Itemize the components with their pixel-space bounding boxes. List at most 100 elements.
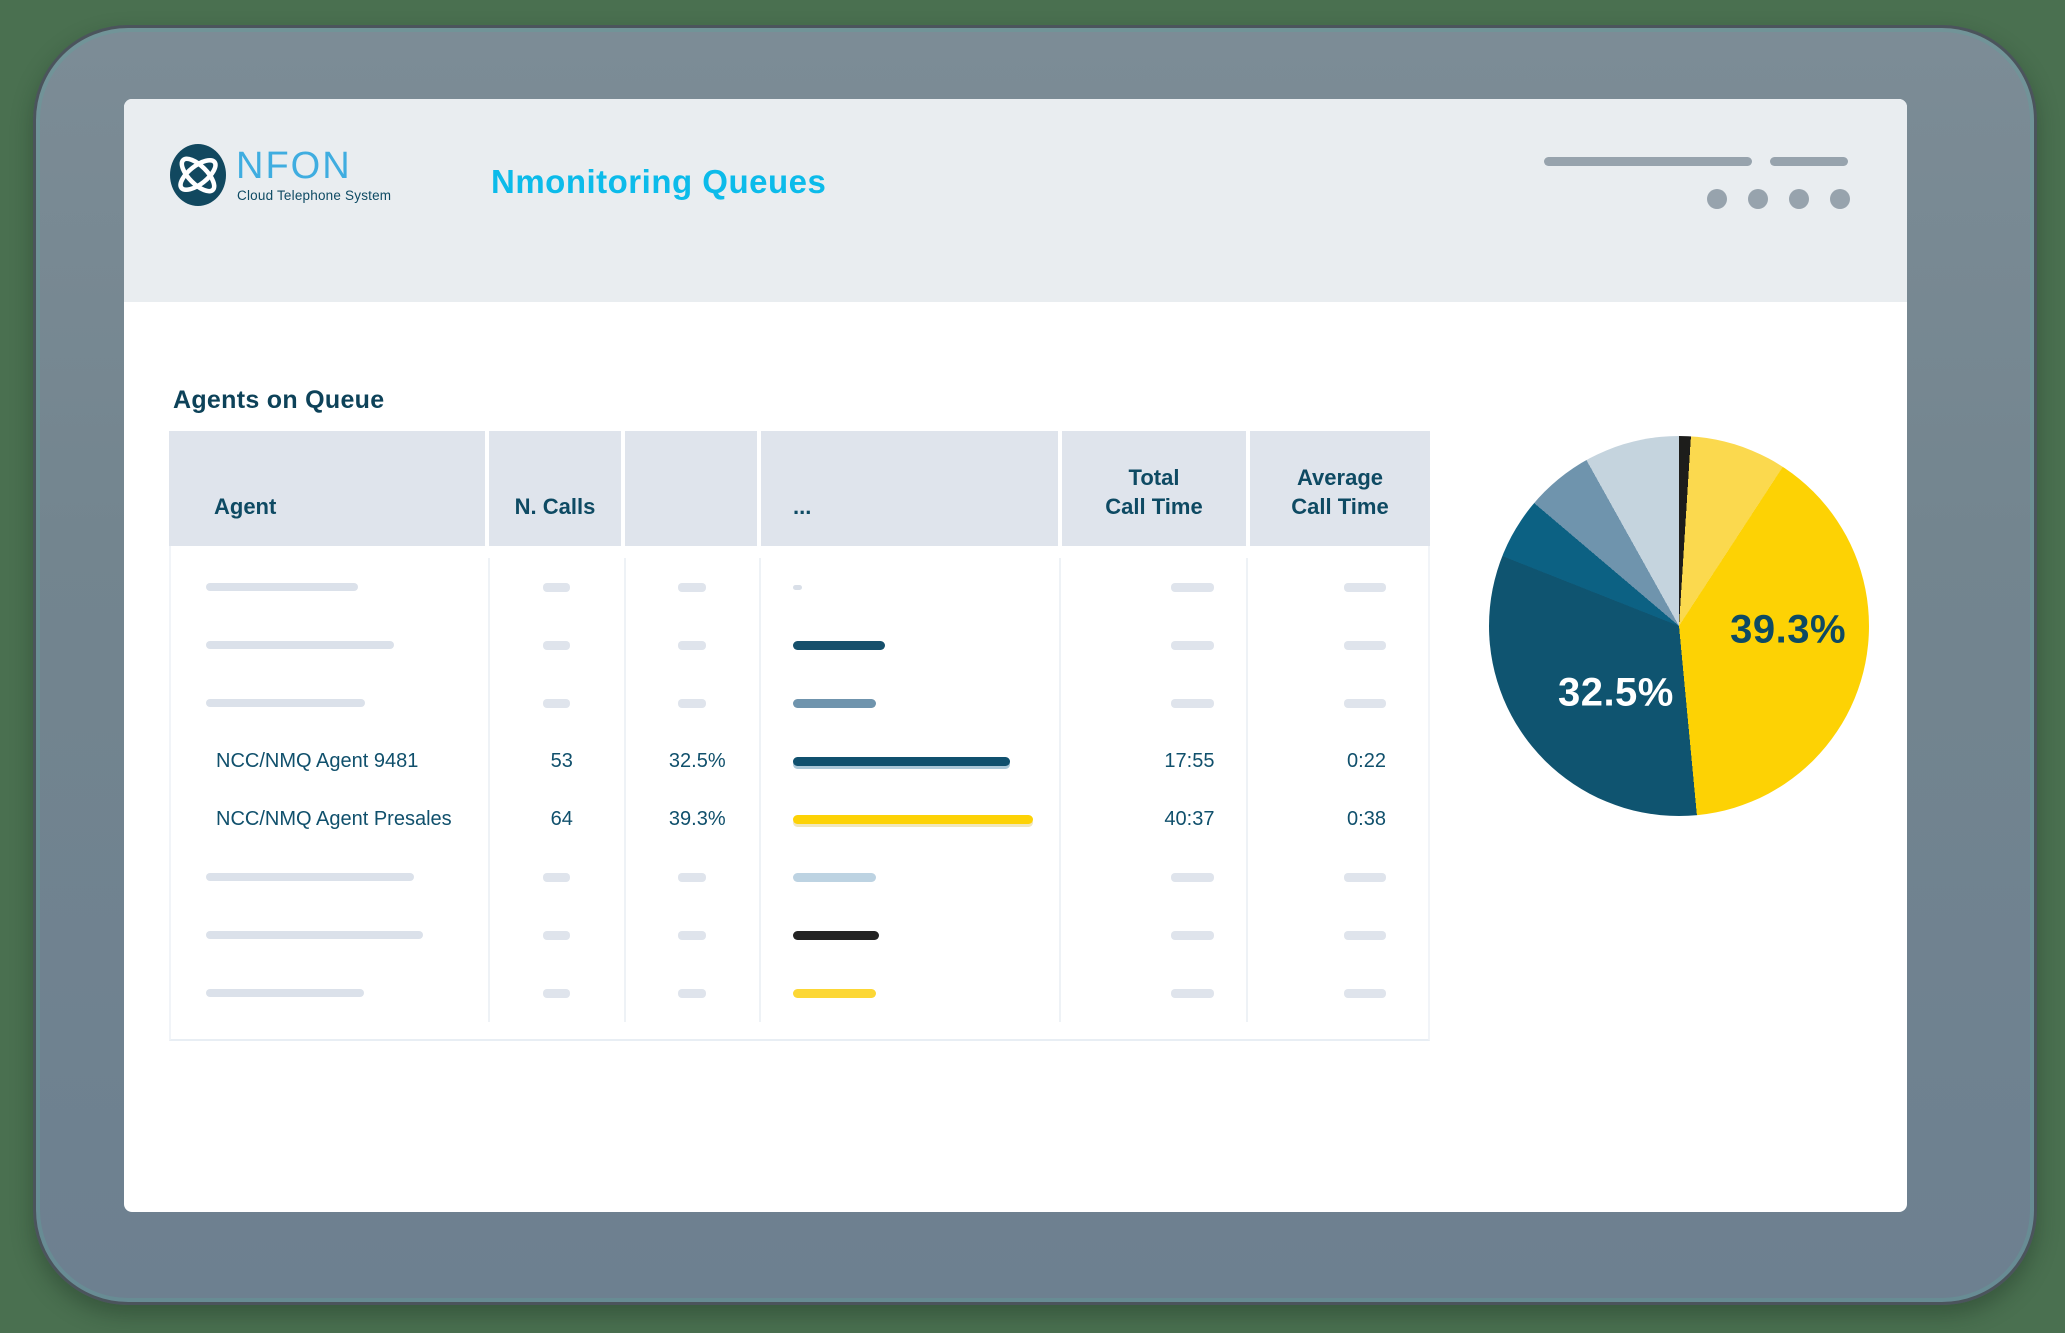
cell-agent: NCC/NMQ Agent Presales xyxy=(171,790,490,848)
column-header-total-call-time: Total Call Time xyxy=(1062,431,1250,546)
usage-bar xyxy=(793,698,877,708)
cell-total-call-time xyxy=(1061,674,1249,732)
cell-usage-bar xyxy=(761,848,1062,906)
skeleton-agent-line xyxy=(206,699,365,707)
nfon-atom-icon xyxy=(170,144,226,206)
cell-percent: 32.5% xyxy=(626,732,762,790)
average-call-time-value: 0:22 xyxy=(1347,749,1386,772)
cell-usage-bar xyxy=(761,964,1062,1022)
table-row[interactable] xyxy=(171,616,1428,674)
cell-n-calls xyxy=(490,616,626,674)
cell-agent xyxy=(171,558,490,616)
table-row[interactable] xyxy=(171,964,1428,1022)
usage-bar xyxy=(793,988,877,998)
skeleton-pill xyxy=(678,930,707,940)
skeleton-pill xyxy=(678,698,707,708)
cell-percent xyxy=(626,616,762,674)
table-row[interactable] xyxy=(171,906,1428,964)
skeleton-agent-line xyxy=(206,989,364,997)
cell-average-call-time xyxy=(1248,848,1428,906)
window-control-dot[interactable] xyxy=(1830,189,1850,209)
skeleton-pill xyxy=(678,582,707,592)
column-header-ncalls: N. Calls xyxy=(489,431,625,546)
n-calls-value: 53 xyxy=(550,749,573,772)
skeleton-pill xyxy=(543,930,571,940)
cell-average-call-time xyxy=(1248,616,1428,674)
brand-subtitle: Cloud Telephone System xyxy=(237,188,392,203)
skeleton-pill xyxy=(1171,582,1215,592)
cell-n-calls: 64 xyxy=(490,790,626,848)
cell-total-call-time xyxy=(1061,964,1249,1022)
cell-n-calls xyxy=(490,558,626,616)
cell-n-calls xyxy=(490,848,626,906)
cell-total-call-time xyxy=(1061,848,1249,906)
cell-average-call-time: 0:22 xyxy=(1248,732,1428,790)
cell-percent xyxy=(626,848,762,906)
pie-slice-label: 32.5% xyxy=(1557,670,1674,715)
cell-usage-bar xyxy=(761,906,1062,964)
window-control-dot[interactable] xyxy=(1707,189,1727,209)
skeleton-agent-line xyxy=(206,641,394,649)
column-header-percent xyxy=(625,431,761,546)
column-header-average-call-time: Average Call Time xyxy=(1250,431,1430,546)
table-row[interactable]: NCC/NMQ Agent 9481 53 32.5% 17:55 0:22 xyxy=(171,732,1428,790)
pie xyxy=(1489,436,1869,816)
skeleton-pill xyxy=(1343,872,1386,882)
window-control-dot[interactable] xyxy=(1748,189,1768,209)
cell-usage-bar xyxy=(761,558,1062,616)
skeleton-agent-line xyxy=(206,873,414,881)
total-call-time-value: 17:55 xyxy=(1164,749,1215,772)
table-body: NCC/NMQ Agent 9481 53 32.5% 17:55 0:22 NCC/NM… xyxy=(169,546,1430,1041)
cell-percent xyxy=(626,674,762,732)
usage-bar xyxy=(793,584,803,590)
page-title: Nmonitoring Queues xyxy=(491,163,827,200)
cell-usage-bar xyxy=(761,674,1062,732)
usage-bar xyxy=(793,756,1011,766)
table-header-row: Agent N. Calls ... Total Call Time Averag… xyxy=(169,431,1430,546)
cell-usage-bar xyxy=(761,732,1062,790)
cell-usage-bar xyxy=(761,616,1062,674)
cell-n-calls xyxy=(490,906,626,964)
skeleton-pill xyxy=(1343,930,1386,940)
tablet-frame: NFON Cloud Telephone System Nmonitoring … xyxy=(33,25,2037,1305)
cell-average-call-time: 0:38 xyxy=(1248,790,1428,848)
skeleton-pill xyxy=(543,872,571,882)
usage-bar xyxy=(793,930,880,940)
skeleton-pill xyxy=(1171,872,1215,882)
skeleton-pill xyxy=(1171,698,1215,708)
app-window: NFON Cloud Telephone System Nmonitoring … xyxy=(124,99,1907,1212)
skeleton-agent-line xyxy=(206,583,358,591)
average-call-time-value: 0:38 xyxy=(1347,807,1386,830)
skeleton-pill xyxy=(678,872,707,882)
window-control-dot[interactable] xyxy=(1789,189,1809,209)
percent-value: 32.5% xyxy=(668,749,726,772)
cell-average-call-time xyxy=(1248,558,1428,616)
table-row[interactable] xyxy=(171,674,1428,732)
cell-n-calls: 53 xyxy=(490,732,626,790)
calls-distribution-pie-chart: 39.3% 32.5% xyxy=(1489,436,1869,816)
agent-name: NCC/NMQ Agent Presales xyxy=(216,807,452,830)
cell-agent xyxy=(171,848,490,906)
cell-percent: 39.3% xyxy=(626,790,762,848)
skeleton-pill xyxy=(1343,698,1386,708)
skeleton-agent-line xyxy=(206,931,423,939)
cell-n-calls xyxy=(490,674,626,732)
table-row[interactable] xyxy=(171,558,1428,616)
cell-total-call-time: 17:55 xyxy=(1061,732,1249,790)
cell-usage-bar xyxy=(761,790,1062,848)
cell-percent xyxy=(626,964,762,1022)
table-row[interactable] xyxy=(171,848,1428,906)
table-row[interactable]: NCC/NMQ Agent Presales 64 39.3% 40:37 0:38 xyxy=(171,790,1428,848)
skeleton-pill xyxy=(1171,930,1215,940)
cell-average-call-time xyxy=(1248,674,1428,732)
skeleton-pill xyxy=(543,582,571,592)
cell-agent xyxy=(171,616,490,674)
skeleton-pill xyxy=(1171,988,1215,998)
header-placeholder-bar-long xyxy=(1544,157,1752,166)
skeleton-pill xyxy=(678,640,707,650)
n-calls-value: 64 xyxy=(550,807,573,830)
cell-percent xyxy=(626,906,762,964)
skeleton-pill xyxy=(543,698,571,708)
percent-value: 39.3% xyxy=(668,807,726,830)
column-header-agent: Agent xyxy=(169,431,489,546)
